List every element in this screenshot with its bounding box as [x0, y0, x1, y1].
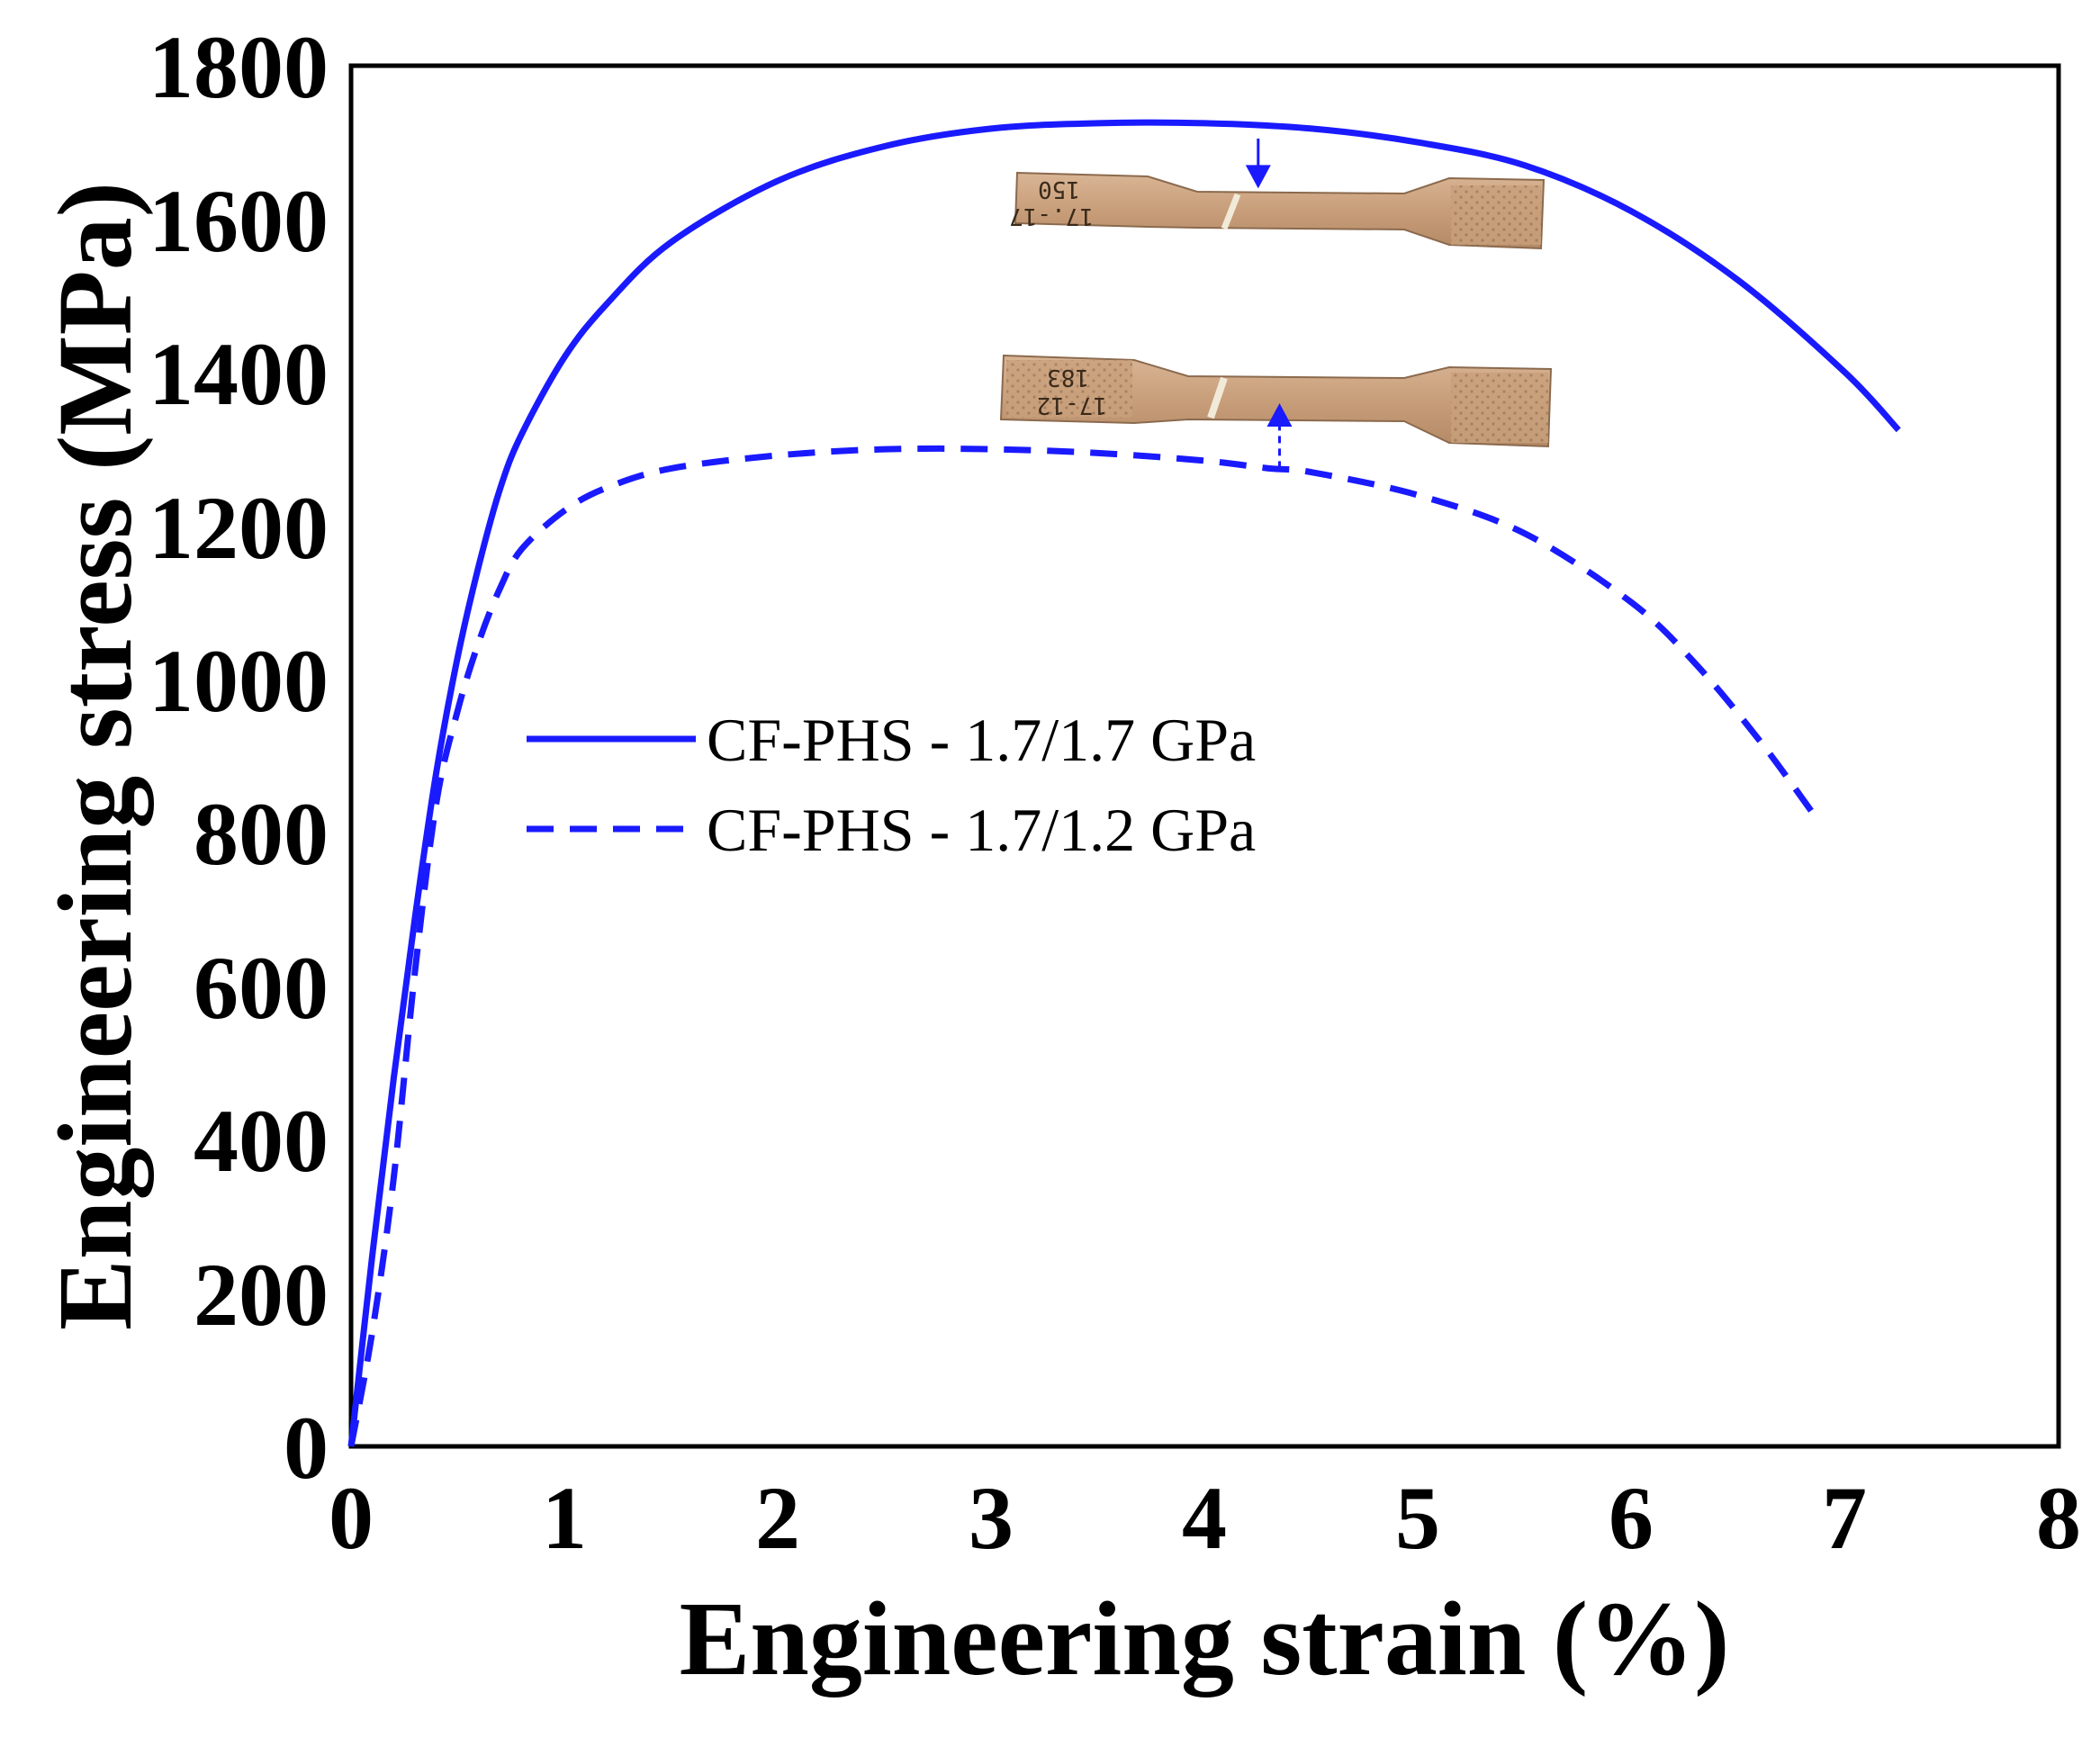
- specimen-lower-mark-2: 17-12: [1037, 392, 1107, 419]
- x-tick-0: 0: [329, 1468, 374, 1568]
- y-tick-600: 600: [194, 938, 329, 1038]
- x-axis: 0 1 2 3 4 5 6 7 8: [329, 1468, 2081, 1568]
- fracture-arrow-lower: [1266, 402, 1293, 469]
- x-tick-7: 7: [1822, 1468, 1867, 1568]
- x-tick-2: 2: [755, 1468, 800, 1568]
- x-tick-8: 8: [2036, 1468, 2081, 1568]
- specimen-upper-mark-2: 17.-17: [1009, 203, 1094, 230]
- annotation-arrow-head: [1245, 165, 1271, 189]
- specimen-lower-mark-1: 183: [1047, 364, 1089, 391]
- fracture-arrow-upper: [1245, 138, 1271, 189]
- series-line-cf-phs-1-7-1-7: [347, 119, 1901, 1447]
- specimen-photo-upper: 150 17.-17: [1009, 171, 1546, 250]
- y-tick-1400: 1400: [149, 324, 329, 424]
- y-tick-800: 800: [194, 784, 329, 884]
- y-tick-1600: 1600: [149, 171, 329, 271]
- y-tick-1800: 1800: [149, 17, 329, 117]
- x-tick-1: 1: [542, 1468, 587, 1568]
- x-tick-5: 5: [1395, 1468, 1440, 1568]
- x-tick-6: 6: [1609, 1468, 1654, 1568]
- y-tick-0: 0: [284, 1398, 329, 1498]
- x-axis-title: Engineering strain (%): [680, 1580, 1730, 1697]
- y-tick-400: 400: [194, 1091, 329, 1191]
- x-tick-3: 3: [969, 1468, 1014, 1568]
- series-line-cf-phs-1-7-1-2: [347, 445, 1816, 1447]
- y-tick-200: 200: [194, 1245, 329, 1345]
- legend: CF-PHS - 1.7/1.7 GPa CF-PHS - 1.7/1.2 GP…: [527, 706, 1256, 864]
- annotation-arrow-head: [1266, 402, 1293, 427]
- y-axis-title: Engineering stress (MPa): [36, 182, 154, 1330]
- y-tick-1200: 1200: [149, 478, 329, 578]
- specimen-photo-lower: 183 17-12: [999, 354, 1553, 448]
- legend-label-1-7-1-7: CF-PHS - 1.7/1.7 GPa: [707, 706, 1256, 774]
- y-tick-1000: 1000: [149, 631, 329, 731]
- plot-frame: [348, 63, 2061, 1449]
- x-tick-4: 4: [1182, 1468, 1227, 1568]
- legend-label-1-7-1-2: CF-PHS - 1.7/1.2 GPa: [707, 796, 1256, 864]
- specimen-upper-mark-1: 150: [1038, 176, 1080, 203]
- y-axis: 0 200 400 600 800 1000 1200 1400 1600 18…: [149, 17, 329, 1498]
